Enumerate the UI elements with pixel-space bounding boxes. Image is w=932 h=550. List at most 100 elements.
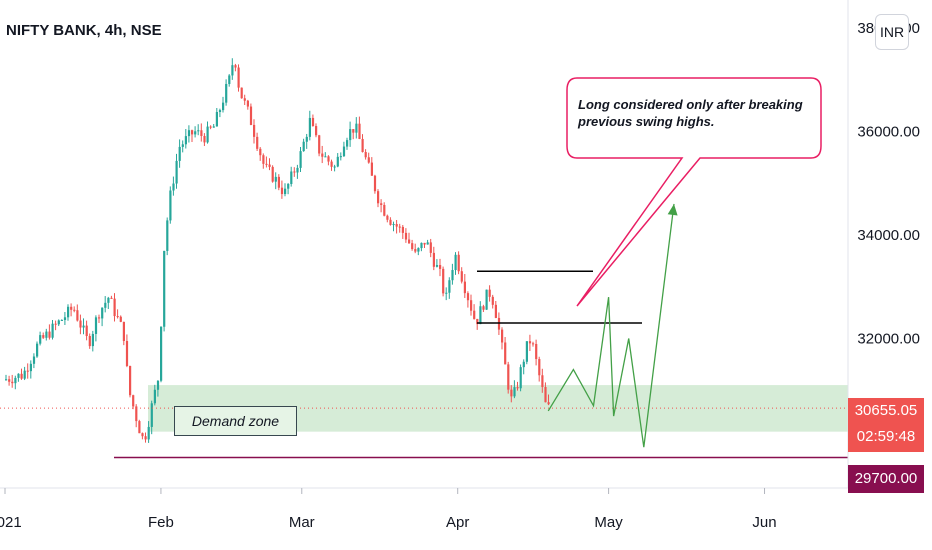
candle-body xyxy=(8,379,11,382)
candle-body xyxy=(389,219,392,225)
candle-body xyxy=(228,75,231,84)
time-tick-label: Mar xyxy=(289,514,315,531)
candle-body xyxy=(538,359,541,376)
candle-body xyxy=(333,166,336,168)
candle-body xyxy=(132,395,135,407)
last-price-tag: 30655.05 xyxy=(848,398,924,424)
candle-body xyxy=(200,130,203,136)
candle-body xyxy=(324,156,327,158)
projection-path[interactable] xyxy=(547,203,675,448)
candle-body xyxy=(482,306,485,310)
candle-body xyxy=(88,336,91,347)
candle-body xyxy=(367,157,370,163)
candle-body xyxy=(445,292,448,294)
candle-body xyxy=(231,65,234,76)
candle-body xyxy=(361,138,364,153)
candle-body xyxy=(525,341,528,362)
candle-body xyxy=(42,335,45,338)
candle-body xyxy=(23,370,26,379)
candle-body xyxy=(510,389,513,397)
candle-body xyxy=(166,220,169,251)
candle-body xyxy=(101,307,104,319)
candle-body xyxy=(271,166,274,182)
candle-body xyxy=(11,381,14,384)
candle-body xyxy=(470,300,473,311)
candle-body xyxy=(129,365,132,396)
candle-body xyxy=(541,375,544,388)
candle-body xyxy=(249,106,253,125)
currency-badge[interactable]: INR xyxy=(875,14,909,50)
candle-body xyxy=(401,226,404,233)
candle-body xyxy=(454,254,457,271)
candle-body xyxy=(321,153,324,157)
candle-body xyxy=(57,320,60,325)
candle-body xyxy=(187,130,191,137)
candle-body xyxy=(76,310,79,321)
candle-body xyxy=(209,126,212,128)
callout-text: Long considered only after breaking prev… xyxy=(578,97,803,129)
candle-body xyxy=(265,163,268,165)
candle-body xyxy=(507,364,510,390)
candle-body xyxy=(504,342,507,365)
candle-body xyxy=(253,124,256,137)
candle-body xyxy=(479,306,482,325)
candle-body xyxy=(352,129,355,133)
candle-body xyxy=(138,421,141,434)
candle-body xyxy=(191,130,194,135)
candle-body xyxy=(386,215,389,220)
candle-body xyxy=(172,183,175,191)
candle-body xyxy=(516,387,519,389)
candle-body xyxy=(163,250,166,327)
candle-body xyxy=(135,406,138,422)
candle-body xyxy=(429,242,432,253)
candle-body xyxy=(466,293,470,301)
time-tick-label: Feb xyxy=(148,514,174,531)
candle-body xyxy=(26,370,29,372)
candle-body xyxy=(147,426,150,440)
candle-body xyxy=(51,323,54,338)
candle-body xyxy=(169,190,172,221)
candle-body xyxy=(91,333,94,347)
candle-body xyxy=(305,136,308,142)
candle-body xyxy=(259,148,262,156)
candle-body xyxy=(206,126,209,143)
candle-body xyxy=(122,321,125,341)
candle-body xyxy=(346,140,349,147)
candle-body xyxy=(212,126,215,128)
candle-body xyxy=(414,249,417,252)
candle-body xyxy=(522,361,525,368)
candle-body xyxy=(218,110,222,112)
candle-body xyxy=(411,243,414,250)
candle-body xyxy=(67,306,70,318)
candle-body xyxy=(336,156,339,167)
candle-body xyxy=(116,316,119,318)
price-tick-label: 34000.00 xyxy=(857,227,920,244)
candle-body xyxy=(355,123,358,133)
candle-body xyxy=(318,135,321,154)
candle-body xyxy=(463,281,466,294)
candle-body xyxy=(20,373,23,379)
candle-body xyxy=(460,271,463,282)
candle-body xyxy=(175,160,178,184)
candle-body xyxy=(63,317,67,320)
time-axis[interactable]: 2021 Feb Mar Apr May Jun xyxy=(0,488,777,531)
candle-body xyxy=(448,280,451,293)
candle-body xyxy=(277,176,280,188)
candle-body xyxy=(70,306,73,310)
projection-arrowhead xyxy=(667,203,678,216)
candle-body xyxy=(215,111,218,127)
candles-group xyxy=(5,58,550,443)
candle-body xyxy=(160,326,163,381)
candle-body xyxy=(85,325,88,337)
candle-body xyxy=(178,146,181,161)
candle-body xyxy=(451,270,454,281)
callout-bubble[interactable] xyxy=(566,77,822,307)
candle-body xyxy=(39,335,42,344)
time-tick-label: Jun xyxy=(752,514,776,531)
candle-body xyxy=(299,151,302,168)
candle-body xyxy=(311,117,315,127)
price-tick-label: 36000.00 xyxy=(857,124,920,141)
time-tick-label: Apr xyxy=(446,514,469,531)
